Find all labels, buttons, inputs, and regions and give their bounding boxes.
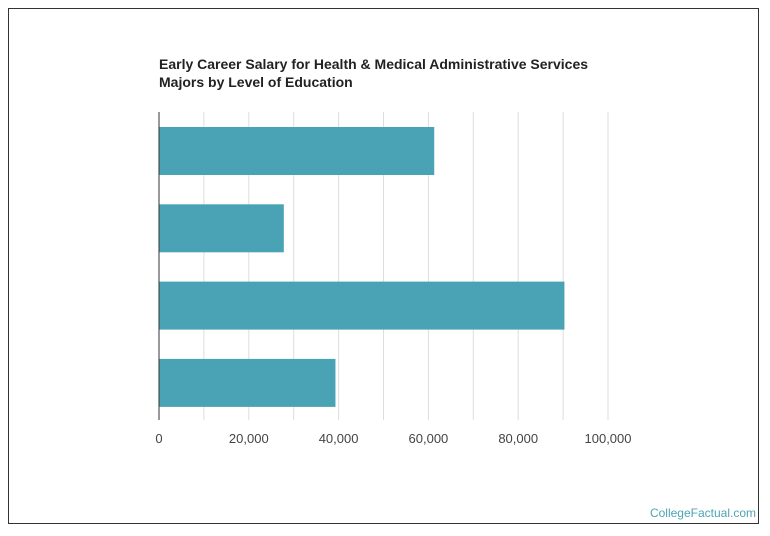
chart-title: Early Career Salary for Health & Medical… (159, 55, 599, 91)
x-tick-label: 20,000 (229, 431, 269, 446)
bars (159, 127, 565, 407)
x-tick-label: 80,000 (498, 431, 538, 446)
x-tick-label: 100,000 (585, 431, 632, 446)
bar-2 (159, 204, 284, 253)
chart-frame (8, 8, 759, 524)
x-tick-label: 0 (155, 431, 162, 446)
bar-4 (159, 358, 336, 407)
watermark-link[interactable]: CollegeFactual.com (649, 506, 756, 520)
x-tick-label: 60,000 (409, 431, 449, 446)
chart-title-line-1: Early Career Salary for Health & Medical… (159, 56, 589, 72)
bar-3 (159, 281, 565, 330)
x-axis-tick-labels: 0 20,000 40,000 60,000 80,000 100,000 (155, 431, 631, 446)
x-tick-label: 40,000 (319, 431, 359, 446)
bar-1 (159, 127, 435, 175)
chart-title-line-2: Majors by Level of Education (159, 74, 353, 90)
